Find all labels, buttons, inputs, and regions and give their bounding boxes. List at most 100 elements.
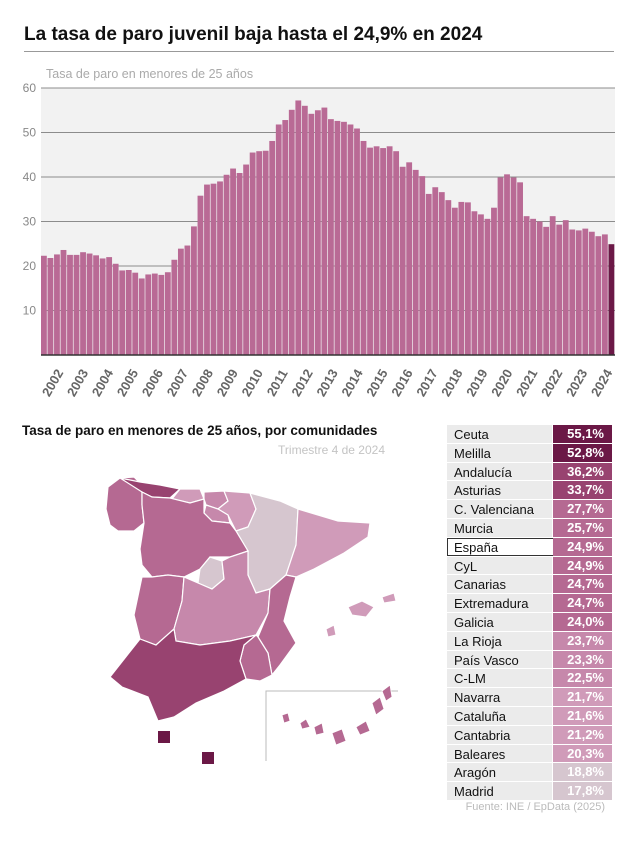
table-row: Navarra 21,7% (447, 688, 612, 707)
bar (386, 146, 393, 355)
page-title: La tasa de paro juvenil baja hasta el 24… (24, 24, 483, 45)
region-value: 27,7% (553, 500, 612, 518)
table-row: La Rioja 23,7% (447, 631, 612, 651)
bar (393, 151, 400, 355)
y-tick-label: 50 (23, 126, 37, 140)
region-value: 24,7% (553, 575, 612, 594)
x-tick-label: 2006 (139, 366, 166, 399)
region-name: Murcia (454, 520, 494, 536)
region-baleares (347, 600, 375, 618)
region-baleares-menorca (381, 592, 397, 604)
x-tick-label: 2020 (488, 366, 515, 399)
y-tick-label: 40 (23, 170, 37, 184)
x-tick-label: 2023 (563, 366, 590, 399)
bar (60, 249, 67, 355)
row-background (447, 725, 552, 744)
bar (412, 169, 419, 355)
bar (125, 270, 132, 355)
bar (145, 274, 152, 355)
region-name: Extremadura (454, 596, 529, 612)
region-name: Melilla (454, 445, 491, 461)
bar (151, 273, 158, 355)
bar (321, 107, 328, 355)
bar (171, 259, 178, 355)
regions-table: Ceuta 55,1% Melilla 52,8% Andalucía 36,2% Astu… (447, 425, 612, 801)
bar (464, 202, 471, 355)
row-background (447, 518, 552, 537)
bar (256, 151, 263, 355)
bar (491, 207, 497, 355)
x-tick-label: 2018 (438, 366, 465, 399)
bar (93, 255, 99, 355)
bar (562, 220, 569, 355)
region-value-label: 24,9% (567, 538, 604, 554)
table-row: CyL 24,9% (447, 556, 612, 576)
bar (530, 218, 537, 355)
bar (262, 150, 269, 355)
bar (47, 257, 54, 355)
row-background (447, 612, 552, 631)
spain-map (105, 476, 398, 764)
bar (360, 140, 367, 355)
region-value-label: 36,2% (567, 463, 604, 479)
region-value: 21,6% (553, 706, 612, 725)
bar (314, 110, 321, 355)
region-value: 52,8% (553, 443, 612, 462)
row-background (447, 631, 552, 650)
region-value: 23,3% (553, 650, 612, 669)
region-value: 23,7% (553, 631, 612, 650)
region-value-label: 20,3% (567, 745, 604, 761)
map-section-title: Tasa de paro en menores de 25 años, por … (22, 423, 378, 438)
region-value: 24,0% (553, 612, 612, 631)
bar (204, 184, 210, 355)
bar (347, 124, 354, 355)
region-name: Andalucía (454, 464, 512, 480)
region-name: Madrid (454, 784, 494, 800)
region-name: La Rioja (454, 633, 502, 649)
table-row: Extremadura 24,7% (447, 594, 612, 613)
region-value: 55,1% (553, 425, 612, 443)
region-value-label: 21,6% (567, 707, 604, 723)
bar (451, 207, 458, 355)
bar (406, 162, 413, 355)
row-background (447, 744, 552, 763)
bar (54, 254, 60, 355)
region-value-label: 25,7% (567, 519, 604, 535)
bar (601, 234, 608, 355)
region-value: 22,5% (553, 669, 612, 688)
x-tick-label: 2011 (264, 367, 291, 399)
bar (67, 254, 73, 356)
bar (504, 174, 510, 355)
region-value: 25,7% (553, 518, 612, 537)
bar (556, 224, 563, 355)
title-divider (24, 51, 614, 52)
region-canarias (281, 684, 393, 746)
row-background (447, 782, 552, 800)
region-name: Baleares (454, 746, 506, 762)
table-row: Aragón 18,8% (447, 763, 612, 783)
region-name: Asturias (454, 483, 501, 499)
region-value-label: 24,7% (567, 595, 604, 611)
table-row: Madrid 17,8% (447, 782, 612, 801)
region-value-label: 21,7% (567, 689, 604, 705)
source-note: Fuente: INE / EpData (2025) (465, 801, 605, 813)
bar (210, 183, 217, 355)
region-value-label: 23,3% (567, 651, 604, 667)
region-value: 24,9% (553, 537, 612, 556)
x-tick-label: 2019 (463, 366, 490, 399)
bar (334, 120, 341, 356)
bar (458, 201, 465, 355)
bar (191, 226, 197, 355)
region-value-label: 55,1% (567, 426, 604, 441)
bar (367, 147, 373, 355)
region-name: CyL (454, 558, 478, 574)
table-row: C. Valenciana 27,7% (447, 500, 612, 519)
row-background (447, 462, 552, 481)
bar (301, 105, 308, 355)
region-baleares-ibiza (325, 624, 337, 638)
bar (288, 109, 295, 355)
x-tick-label: 2014 (338, 366, 366, 399)
x-tick-label: 2008 (189, 366, 216, 399)
table-row: España 24,9% (447, 537, 612, 557)
region-c-valenciana (257, 574, 297, 677)
